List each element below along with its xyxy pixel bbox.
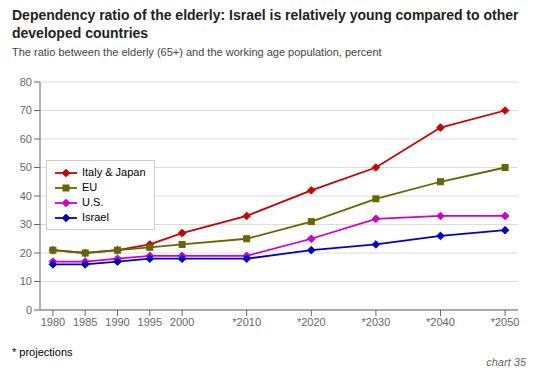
svg-text:*2020: *2020 [297, 316, 326, 328]
svg-text:1995: 1995 [138, 316, 162, 328]
html-text:Dependency ratio of the elderl: Dependency ratio of the elderly: Israel … [12, 7, 519, 41]
html-text:Italy & Japan: Italy & Japan [82, 166, 146, 178]
html-text:EU: EU [82, 181, 98, 193]
svg-text:40: 40 [20, 190, 32, 202]
svg-text:1990: 1990 [105, 316, 129, 328]
svg-text:0: 0 [26, 304, 32, 316]
svg-text:1980: 1980 [41, 316, 65, 328]
html-text:Israel: Israel [82, 211, 109, 223]
svg-text:70: 70 [20, 104, 32, 116]
svg-text:80: 80 [20, 76, 32, 88]
html-text:U.S.: U.S. [82, 196, 104, 208]
html-text:The ratio between the elderly: The ratio between the elderly (65+) and … [12, 46, 382, 58]
html-text:chart 35: chart 35 [486, 356, 526, 368]
svg-text:*2050: *2050 [491, 316, 520, 328]
svg-text:60: 60 [20, 133, 32, 145]
svg-text:30: 30 [20, 218, 32, 230]
svg-text:20: 20 [20, 247, 32, 259]
html-text:* projections: * projections [12, 346, 73, 358]
svg-text:1985: 1985 [73, 316, 97, 328]
svg-text:*2040: *2040 [426, 316, 455, 328]
svg-text:*2010: *2010 [232, 316, 261, 328]
svg-text:50: 50 [20, 161, 32, 173]
svg-text:2000: 2000 [170, 316, 194, 328]
svg-text:10: 10 [20, 275, 32, 287]
svg-text:*2030: *2030 [362, 316, 391, 328]
